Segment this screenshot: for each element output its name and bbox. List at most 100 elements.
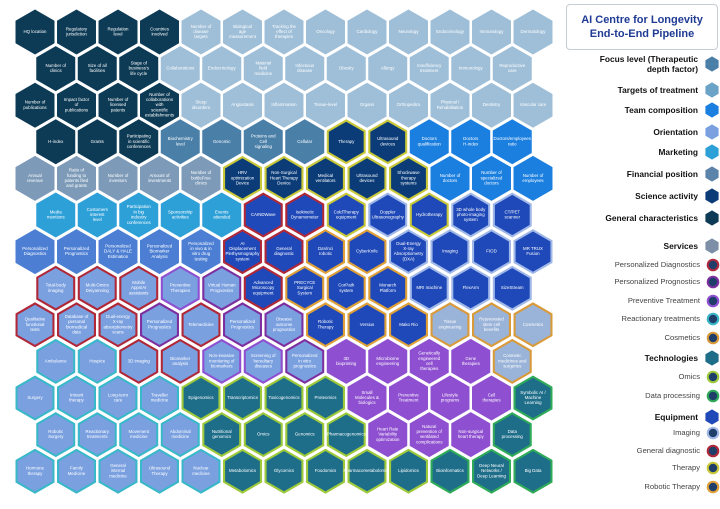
hex-label: FlexArm	[463, 285, 480, 290]
hex-label: Proteomics	[315, 395, 338, 400]
hex-label: Infectious disease	[295, 63, 315, 73]
legend-item: Cosmetics	[566, 331, 720, 345]
hex-fill	[225, 231, 260, 272]
legend-ring-icon	[706, 461, 720, 475]
legend-item: Preventive Treatment	[566, 294, 720, 308]
hex-fill	[17, 85, 53, 126]
hex-cell: Glycomics	[264, 448, 304, 494]
hex-label: Doctors/employees ratio	[493, 136, 531, 146]
hex-cell: Isokinetic Dynamometer	[285, 192, 325, 238]
hex-cell: Tissue-level	[306, 82, 345, 128]
legend-item: General diagnostic	[566, 444, 720, 458]
hex-fill	[162, 268, 198, 309]
hex-label: Physical / Rehabilitation	[437, 100, 464, 110]
hex-fill	[515, 231, 551, 272]
hex-cell: Hormone therapy	[15, 448, 55, 494]
hex-cell: CyberKnife	[347, 229, 387, 275]
hex-label: Cell therapies	[482, 393, 501, 403]
hex-cell: FlexArm	[451, 265, 491, 311]
hex-cell: Number of licensed patents	[98, 82, 138, 128]
hex-fill	[453, 121, 489, 162]
hex-fill	[100, 304, 136, 345]
hex-cell: Participating in scientific conferences	[119, 119, 159, 165]
hex-cell: Collaborations	[160, 46, 200, 92]
hex-cell: Number of investors	[98, 155, 138, 201]
hex-cell: Dermatology	[513, 9, 553, 55]
hex-label: Preventive Therapies	[170, 283, 191, 293]
hex-fill	[308, 158, 343, 199]
hex-cell: Abdominal medicine	[160, 412, 200, 458]
hex-label: Traveller medicine	[151, 393, 169, 403]
hex-fill	[349, 377, 385, 419]
hex-cell: Mako Rio	[389, 302, 428, 348]
hex-fill	[225, 451, 260, 492]
legend-item: Therapy	[566, 461, 720, 475]
hex-label: CorPath system	[338, 283, 355, 293]
hex-fill	[308, 377, 343, 419]
hex-fill	[59, 85, 94, 126]
hex-fill	[38, 48, 74, 89]
hex-label: Neurology	[398, 29, 419, 34]
hex-cell: Number of publications	[15, 82, 55, 128]
hex-cell: Heart Rate Variability optimization	[368, 412, 408, 458]
hex-fill	[204, 48, 240, 89]
hex-label: Annual revenue	[27, 173, 43, 183]
hex-label: Lifestyle programs	[441, 393, 460, 403]
hex-label: Biochemistry level	[168, 136, 194, 146]
hex-fill	[17, 304, 53, 345]
legend-label: Focus level (Therapeutic depth factor)	[599, 54, 698, 74]
hex-fill	[474, 158, 509, 199]
hex-label: Participation in big industry conferences	[127, 204, 152, 225]
hex-fill	[515, 11, 551, 53]
hex-fill	[349, 158, 385, 199]
hex-cell: Monarch Platform	[368, 265, 408, 311]
legend-label: Equipment	[654, 412, 698, 422]
hex-label: Number of collaborations with scientific est…	[145, 92, 175, 118]
hex-fill	[100, 11, 136, 53]
hex-cell: Regulatory jurisdiction	[57, 9, 96, 55]
hex-cell: Oncology	[306, 9, 345, 55]
hex-fill	[204, 341, 240, 382]
hex-label: Oncology	[316, 29, 335, 34]
hex-fill	[142, 231, 177, 272]
hex-fill	[17, 377, 53, 419]
hex-fill	[432, 231, 468, 272]
hex-label: Small Molecules & biologics	[355, 390, 379, 405]
hex-fill	[432, 451, 468, 492]
hex-cell: Dentistry	[472, 82, 511, 128]
hex-fill	[308, 304, 343, 345]
hex-fill	[515, 451, 551, 492]
hex-label: Regulatory jurisdiction	[65, 27, 88, 37]
hex-fill	[474, 377, 509, 419]
hex-cell: Microbiome engineering	[368, 338, 408, 384]
hex-fill	[59, 304, 94, 345]
hex-label: Number of licensed patents	[108, 97, 129, 112]
hex-label: Ultrasound devices	[377, 136, 399, 146]
hex-label: Virtual Human Prognostics	[208, 283, 236, 293]
hex-fill	[225, 85, 260, 126]
hex-cell: Personalized DALY & HALE Estimation	[98, 229, 138, 275]
hex-label: H-index	[48, 139, 64, 144]
hex-label: Robotic Therapy	[317, 319, 334, 329]
hex-label: Tracking the effect of therapies	[272, 24, 297, 39]
hex-cell: Doppler Ultrasonography	[368, 192, 408, 238]
hex-label: Disease outcome prognostics	[273, 317, 296, 332]
hex-fill	[370, 268, 406, 309]
hex-fill	[38, 194, 74, 236]
hex-cell: Inflammation	[264, 82, 304, 128]
legend-ring-icon	[706, 312, 720, 326]
hex-cell: MRI machine	[409, 265, 449, 311]
hex-cell: Genomic	[202, 119, 242, 165]
hex-label: Doctors qualification	[418, 136, 442, 146]
hex-label: Reactionary treatments	[86, 429, 110, 439]
hex-fill	[142, 85, 177, 126]
hex-fill	[287, 194, 323, 236]
hex-cell: Personalized Prognostics	[57, 229, 96, 275]
hex-label: Participating in scientific conferences	[127, 134, 152, 149]
hex-fill	[142, 451, 177, 492]
hex-fill	[474, 304, 509, 345]
hex-label: Tissue engineering	[439, 319, 463, 329]
hex-label: MRI machine	[416, 285, 442, 290]
hex-cell: MR TRUX Fusion	[513, 229, 553, 275]
hex-fill	[79, 341, 115, 382]
